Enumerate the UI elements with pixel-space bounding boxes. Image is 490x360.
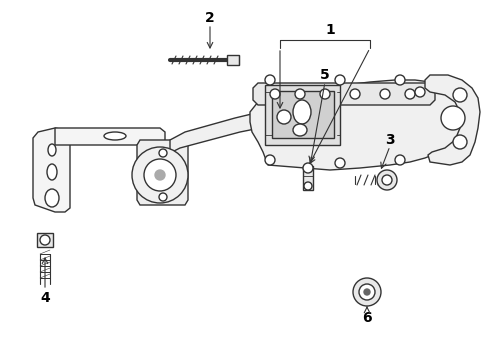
Circle shape	[405, 89, 415, 99]
Bar	[265, 85, 340, 145]
Circle shape	[335, 158, 345, 168]
Text: 5: 5	[320, 68, 330, 82]
Circle shape	[415, 87, 425, 97]
Text: 2: 2	[205, 11, 215, 25]
Circle shape	[144, 159, 176, 191]
Circle shape	[364, 289, 370, 295]
Ellipse shape	[293, 100, 311, 124]
Polygon shape	[170, 108, 288, 153]
Circle shape	[395, 75, 405, 85]
Bar	[227, 55, 239, 65]
Circle shape	[353, 278, 381, 306]
Circle shape	[265, 75, 275, 85]
Bar	[37, 233, 53, 247]
Circle shape	[377, 170, 397, 190]
Circle shape	[359, 284, 375, 300]
Ellipse shape	[47, 164, 57, 180]
Polygon shape	[250, 80, 465, 170]
Bar	[303, 166, 313, 190]
Circle shape	[380, 89, 390, 99]
Polygon shape	[253, 83, 435, 105]
Polygon shape	[425, 75, 480, 165]
Circle shape	[265, 155, 275, 165]
Text: 6: 6	[362, 311, 372, 325]
Circle shape	[155, 170, 165, 180]
Circle shape	[320, 89, 330, 99]
Bar	[272, 91, 334, 138]
Ellipse shape	[48, 144, 56, 156]
Circle shape	[303, 163, 313, 173]
Circle shape	[40, 235, 50, 245]
Polygon shape	[137, 140, 188, 205]
Ellipse shape	[104, 132, 126, 140]
Circle shape	[335, 75, 345, 85]
Circle shape	[453, 88, 467, 102]
Text: 3: 3	[385, 133, 395, 147]
Circle shape	[132, 147, 188, 203]
Circle shape	[277, 110, 291, 124]
Circle shape	[304, 182, 312, 190]
Text: 4: 4	[40, 291, 50, 305]
Circle shape	[453, 135, 467, 149]
Polygon shape	[33, 128, 70, 212]
Circle shape	[295, 89, 305, 99]
Circle shape	[270, 89, 280, 99]
Ellipse shape	[293, 124, 307, 136]
Ellipse shape	[45, 189, 59, 207]
Text: 1: 1	[325, 23, 335, 37]
Circle shape	[395, 155, 405, 165]
Circle shape	[441, 106, 465, 130]
Circle shape	[159, 193, 167, 201]
Polygon shape	[55, 128, 165, 145]
Circle shape	[159, 149, 167, 157]
Circle shape	[382, 175, 392, 185]
Circle shape	[350, 89, 360, 99]
